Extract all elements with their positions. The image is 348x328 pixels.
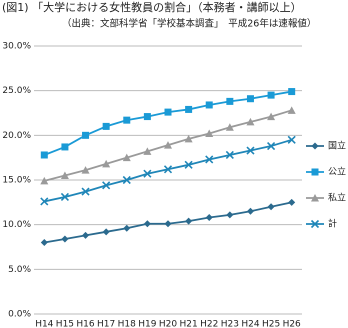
data-point bbox=[40, 239, 48, 247]
data-point bbox=[288, 198, 296, 206]
data-point bbox=[225, 150, 234, 160]
x-tick-label: H23 bbox=[221, 320, 239, 328]
data-point bbox=[40, 197, 49, 206]
legend-marker bbox=[310, 219, 320, 229]
data-point bbox=[81, 187, 90, 196]
y-tick-label: 15.0% bbox=[2, 176, 31, 186]
data-point bbox=[102, 228, 110, 236]
x-tick-label: H15 bbox=[56, 320, 74, 328]
data-point bbox=[61, 143, 69, 151]
data-point bbox=[205, 129, 214, 138]
data-point bbox=[143, 220, 151, 228]
data-point bbox=[60, 171, 69, 180]
data-point bbox=[143, 147, 152, 155]
data-point bbox=[185, 217, 193, 225]
data-point bbox=[163, 165, 173, 174]
data-point bbox=[205, 155, 214, 164]
legend-marker bbox=[311, 194, 319, 202]
data-point bbox=[226, 211, 234, 219]
x-tick-label: H26 bbox=[283, 320, 301, 328]
x-tick-label: H21 bbox=[179, 320, 197, 328]
x-tick-label: H19 bbox=[138, 320, 156, 328]
y-tick-label: 20.0% bbox=[2, 131, 31, 141]
data-point bbox=[102, 159, 111, 168]
data-point bbox=[123, 116, 131, 124]
y-tick-label: 5.0% bbox=[8, 265, 31, 275]
data-point bbox=[122, 153, 131, 162]
data-point bbox=[287, 135, 296, 144]
y-tick-label: 10.0% bbox=[2, 220, 31, 230]
legend-label: 公立 bbox=[328, 166, 346, 178]
x-tick-label: H16 bbox=[76, 320, 94, 328]
y-tick-label: 0.0% bbox=[8, 310, 31, 320]
data-point bbox=[164, 141, 172, 149]
data-point bbox=[205, 101, 213, 109]
data-point bbox=[102, 122, 110, 130]
data-point bbox=[205, 214, 213, 222]
data-point bbox=[40, 176, 49, 185]
data-point bbox=[143, 113, 151, 121]
data-point bbox=[267, 112, 276, 121]
legend-label: 国立 bbox=[328, 140, 346, 152]
data-point bbox=[288, 88, 296, 96]
y-tick-label: 30.0% bbox=[2, 42, 31, 52]
data-point bbox=[287, 106, 296, 114]
legend-marker bbox=[311, 168, 319, 176]
data-point bbox=[81, 166, 90, 174]
data-point bbox=[143, 169, 152, 178]
data-point bbox=[82, 231, 90, 239]
chart-title: (図1) 「大学における女性教員の割合」（本務者・講師以上） bbox=[2, 0, 302, 14]
chart-subtitle: （出典：文部科学省「学校基本調査」 平成26年は速報値） bbox=[62, 18, 316, 30]
data-point bbox=[60, 192, 69, 202]
data-point bbox=[246, 207, 254, 215]
x-tick-label: H14 bbox=[35, 320, 53, 328]
x-tick-label: H24 bbox=[241, 320, 259, 328]
data-point bbox=[164, 108, 172, 116]
data-point bbox=[246, 146, 255, 155]
data-point bbox=[61, 235, 69, 243]
data-point bbox=[123, 224, 131, 232]
data-point bbox=[102, 181, 111, 190]
data-point bbox=[267, 203, 275, 211]
data-point bbox=[267, 91, 275, 99]
data-point bbox=[184, 134, 193, 143]
x-tick-label: H18 bbox=[118, 320, 136, 328]
data-point bbox=[40, 151, 48, 159]
legend-label: 私立 bbox=[328, 192, 346, 204]
x-tick-label: H17 bbox=[97, 320, 115, 328]
data-point bbox=[246, 95, 254, 103]
data-point bbox=[267, 141, 276, 151]
x-tick-label: H25 bbox=[262, 320, 280, 328]
data-point bbox=[226, 97, 234, 105]
legend-label: 計 bbox=[328, 218, 337, 230]
data-point bbox=[246, 117, 255, 126]
legend-marker bbox=[311, 142, 319, 150]
x-tick-label: H20 bbox=[159, 320, 177, 328]
data-point bbox=[164, 220, 172, 228]
x-tick-label: H22 bbox=[200, 320, 218, 328]
data-point bbox=[82, 131, 90, 139]
data-point bbox=[184, 160, 193, 169]
data-point bbox=[225, 123, 234, 131]
data-point bbox=[122, 175, 131, 185]
data-point bbox=[185, 105, 193, 113]
y-tick-label: 25.0% bbox=[2, 86, 31, 96]
